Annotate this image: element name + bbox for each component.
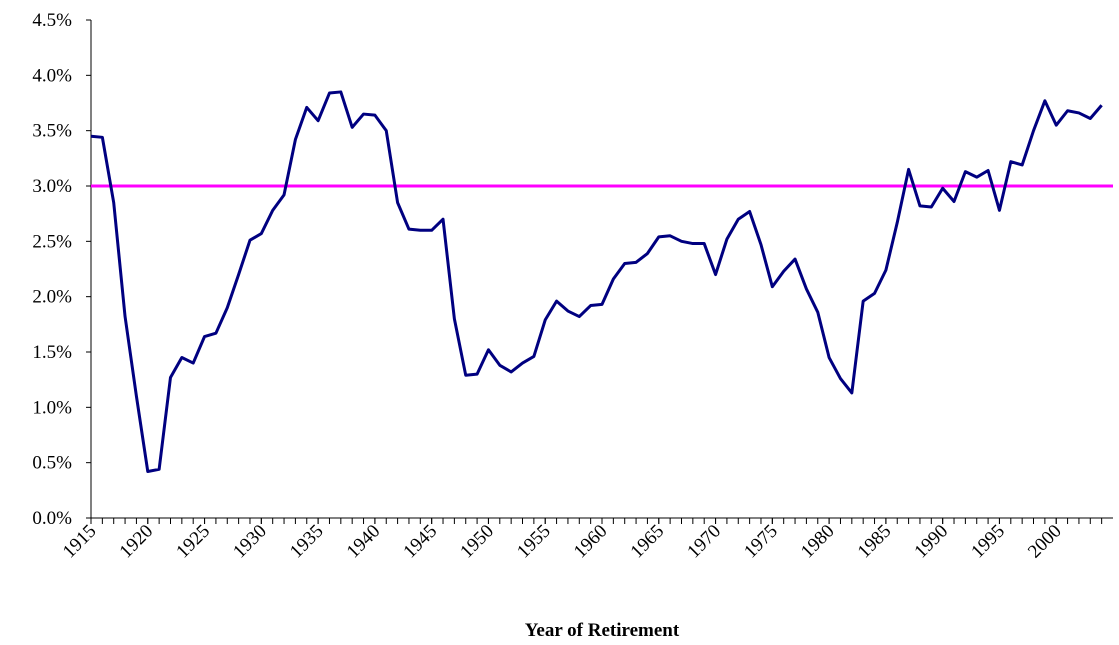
x-tick-label: 1970 — [683, 521, 725, 563]
y-tick-label: 4.5% — [32, 10, 72, 31]
x-tick-label: 1930 — [229, 521, 271, 563]
x-tick-label: 1960 — [570, 521, 612, 563]
data-line — [90, 90, 1103, 474]
x-tick-label: 1975 — [740, 521, 782, 563]
y-tick-label: 2.0% — [32, 287, 72, 308]
x-tick-label: 1965 — [627, 521, 669, 563]
x-tick-label: 2000 — [1024, 521, 1066, 563]
x-tick-label: 1995 — [967, 521, 1009, 563]
x-tick-label: 1920 — [116, 521, 158, 563]
x-tick-label: 1950 — [456, 521, 498, 563]
y-tick-label: 1.0% — [32, 397, 72, 418]
x-tick-label: 1955 — [513, 521, 555, 563]
x-tick-label: 1935 — [286, 521, 328, 563]
y-tick-label: 4.0% — [32, 65, 72, 86]
x-tick-label: 1945 — [399, 521, 441, 563]
y-tick-label: 0.5% — [32, 453, 72, 474]
x-axis-title: Year of Retirement — [525, 620, 680, 641]
x-tick-label: 1940 — [343, 521, 385, 563]
x-tick-label: 1980 — [797, 521, 839, 563]
y-tick-label: 1.5% — [32, 342, 72, 363]
y-tick-label: 0.0% — [32, 508, 72, 529]
x-tick-label: 1925 — [172, 521, 214, 563]
y-tick-label: 3.5% — [32, 121, 72, 142]
y-tick-label: 2.5% — [32, 231, 72, 252]
x-tick-label: 1990 — [910, 521, 952, 563]
y-tick-label: 3.0% — [32, 176, 72, 197]
x-tick-label: 1985 — [854, 521, 896, 563]
